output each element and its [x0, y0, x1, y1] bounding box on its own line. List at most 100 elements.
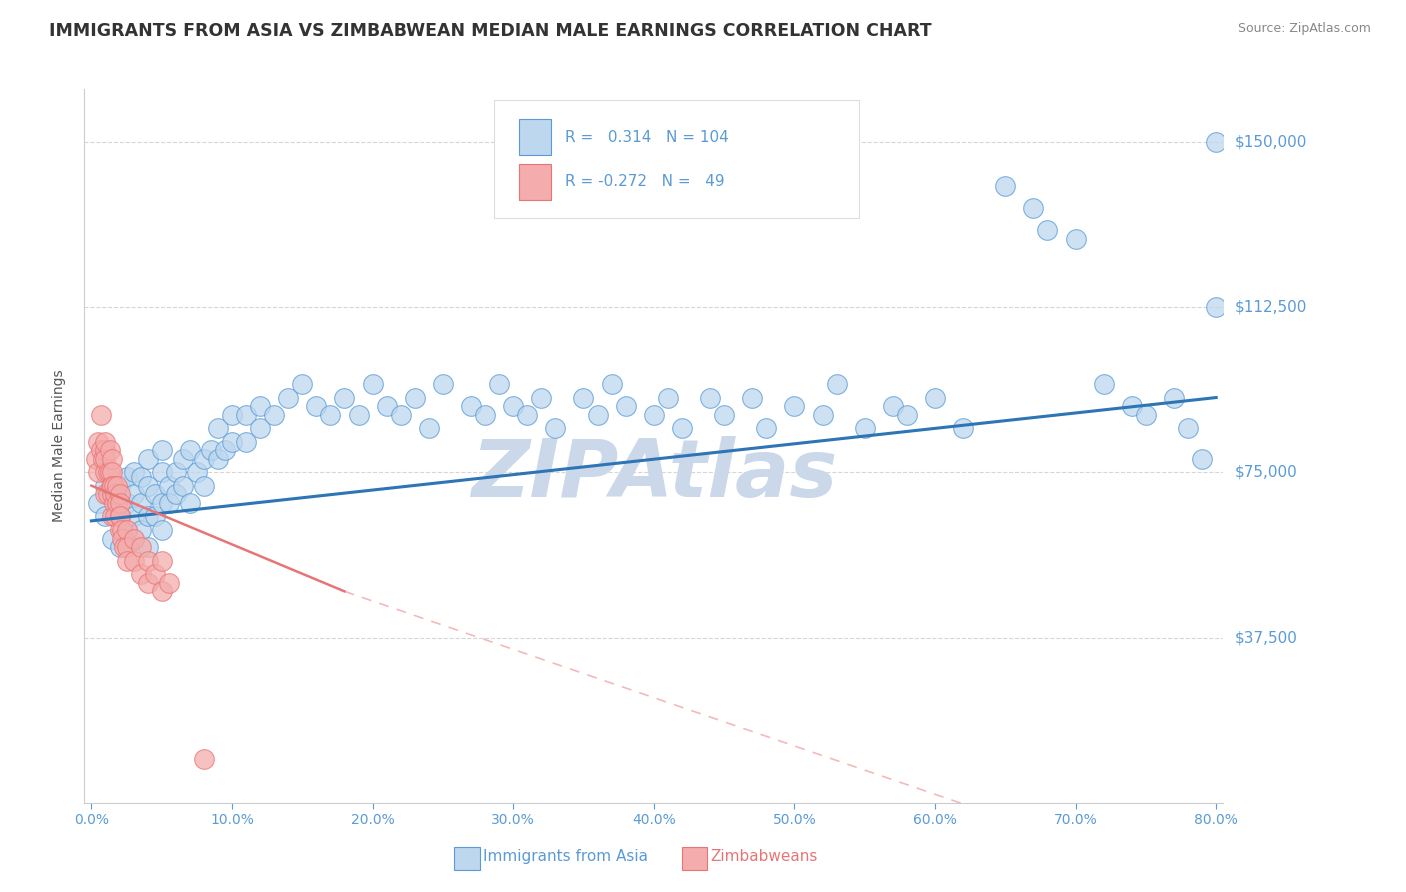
Point	[699, 391, 721, 405]
Point	[1092, 377, 1115, 392]
Point	[108, 487, 131, 501]
Point	[1036, 223, 1059, 237]
Point	[108, 478, 131, 492]
Point	[1163, 391, 1185, 405]
Point	[103, 496, 125, 510]
Point	[112, 541, 135, 555]
Point	[172, 452, 194, 467]
Point	[157, 478, 180, 492]
Point	[291, 377, 314, 392]
Point	[853, 421, 876, 435]
Point	[207, 452, 229, 467]
Point	[150, 466, 173, 480]
Point	[136, 541, 159, 555]
Point	[90, 408, 112, 422]
Point	[600, 377, 623, 392]
Point	[122, 509, 145, 524]
Point	[389, 408, 412, 422]
Point	[165, 466, 187, 480]
Point	[713, 408, 735, 422]
Point	[129, 496, 152, 510]
Point	[94, 478, 117, 492]
Point	[129, 566, 152, 581]
Point	[741, 391, 763, 405]
Point	[235, 434, 257, 449]
Point	[115, 541, 138, 555]
Point	[186, 466, 208, 480]
Point	[94, 509, 117, 524]
Point	[136, 478, 159, 492]
Point	[1022, 201, 1045, 215]
Point	[129, 470, 152, 484]
Text: R =   0.314   N = 104: R = 0.314 N = 104	[565, 129, 728, 145]
Point	[111, 532, 134, 546]
Point	[115, 523, 138, 537]
Point	[572, 391, 595, 405]
Point	[108, 509, 131, 524]
Text: $112,500: $112,500	[1234, 300, 1306, 315]
Point	[263, 408, 285, 422]
Point	[150, 496, 173, 510]
Point	[235, 408, 257, 422]
Point	[193, 478, 215, 492]
Point	[143, 566, 166, 581]
Point	[277, 391, 299, 405]
Point	[108, 509, 131, 524]
Point	[98, 466, 121, 480]
Text: R = -0.272   N =   49: R = -0.272 N = 49	[565, 175, 724, 189]
Text: $75,000: $75,000	[1234, 465, 1298, 480]
Y-axis label: Median Male Earnings: Median Male Earnings	[52, 369, 66, 523]
Point	[150, 523, 173, 537]
Point	[91, 452, 114, 467]
FancyBboxPatch shape	[519, 164, 551, 200]
Text: $37,500: $37,500	[1234, 630, 1298, 645]
Point	[755, 421, 778, 435]
Point	[97, 466, 120, 480]
Point	[488, 377, 510, 392]
Point	[129, 541, 152, 555]
Point	[157, 496, 180, 510]
Point	[1275, 391, 1298, 405]
Point	[418, 421, 440, 435]
Point	[319, 408, 342, 422]
Point	[1121, 400, 1143, 414]
Point	[432, 377, 454, 392]
Point	[474, 408, 496, 422]
Point	[98, 443, 121, 458]
Point	[333, 391, 356, 405]
Point	[361, 377, 384, 392]
Point	[143, 509, 166, 524]
Point	[90, 443, 112, 458]
Point	[375, 400, 398, 414]
Point	[101, 532, 124, 546]
Point	[122, 532, 145, 546]
Point	[103, 478, 125, 492]
Point	[516, 408, 538, 422]
Point	[108, 496, 131, 510]
Point	[94, 452, 117, 467]
Point	[104, 487, 127, 501]
Point	[136, 509, 159, 524]
Point	[221, 408, 243, 422]
Point	[404, 391, 426, 405]
Point	[87, 466, 110, 480]
Point	[544, 421, 567, 435]
Point	[1135, 408, 1157, 422]
Point	[502, 400, 524, 414]
Point	[97, 487, 120, 501]
Point	[193, 452, 215, 467]
Point	[614, 400, 637, 414]
Point	[136, 575, 159, 590]
Text: Immigrants from Asia: Immigrants from Asia	[484, 849, 648, 863]
Point	[143, 487, 166, 501]
Point	[657, 391, 679, 405]
Point	[172, 478, 194, 492]
Point	[108, 523, 131, 537]
Text: Zimbabweans: Zimbabweans	[711, 849, 818, 863]
Point	[122, 553, 145, 567]
Point	[94, 434, 117, 449]
Point	[101, 509, 124, 524]
Point	[150, 584, 173, 599]
Point	[896, 408, 918, 422]
Point	[101, 466, 124, 480]
